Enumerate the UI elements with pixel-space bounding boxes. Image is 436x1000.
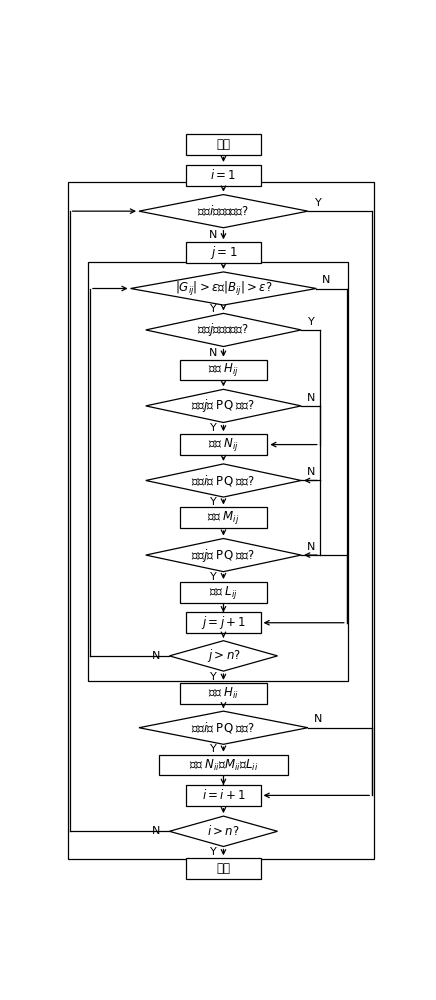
Bar xyxy=(68,182,374,859)
Text: N: N xyxy=(152,826,160,836)
Text: 结束: 结束 xyxy=(216,862,231,875)
Polygon shape xyxy=(169,641,278,671)
Text: 节点$j$是 PQ 节点?: 节点$j$是 PQ 节点? xyxy=(191,397,255,414)
FancyBboxPatch shape xyxy=(186,165,261,186)
Text: Y: Y xyxy=(210,572,217,582)
Text: Y: Y xyxy=(210,744,217,754)
Text: 节点$i$是平衡节点?: 节点$i$是平衡节点? xyxy=(198,204,249,218)
FancyBboxPatch shape xyxy=(186,242,261,263)
Text: N: N xyxy=(209,348,218,358)
FancyBboxPatch shape xyxy=(186,785,261,806)
Text: N: N xyxy=(307,542,316,552)
Text: Y: Y xyxy=(315,198,321,208)
Text: $j=1$: $j=1$ xyxy=(210,244,237,261)
FancyBboxPatch shape xyxy=(159,755,288,775)
Text: $j=j+1$: $j=j+1$ xyxy=(201,614,246,631)
Text: 计算 $N_{ij}$: 计算 $N_{ij}$ xyxy=(208,436,239,453)
FancyBboxPatch shape xyxy=(186,858,261,879)
Polygon shape xyxy=(139,195,308,228)
Text: $|G_{ij}|>\varepsilon$或$|B_{ij}|>\varepsilon$?: $|G_{ij}|>\varepsilon$或$|B_{ij}|>\vareps… xyxy=(175,280,272,298)
Text: N: N xyxy=(307,467,316,477)
Text: Y: Y xyxy=(210,672,217,682)
Bar xyxy=(88,262,348,681)
Text: N: N xyxy=(314,714,322,724)
Polygon shape xyxy=(146,389,301,422)
Polygon shape xyxy=(146,464,301,497)
Text: Y: Y xyxy=(210,497,217,507)
Text: $i>n$?: $i>n$? xyxy=(207,824,240,838)
Text: Y: Y xyxy=(210,847,217,857)
FancyBboxPatch shape xyxy=(180,434,267,455)
Text: Y: Y xyxy=(210,423,217,433)
Polygon shape xyxy=(130,272,317,305)
FancyBboxPatch shape xyxy=(180,582,267,603)
Text: $j>n$?: $j>n$? xyxy=(207,647,240,664)
Text: 计算 $L_{ij}$: 计算 $L_{ij}$ xyxy=(209,584,238,601)
Text: 节点$j$是平衡节点?: 节点$j$是平衡节点? xyxy=(198,321,249,338)
Text: N: N xyxy=(209,230,218,240)
Polygon shape xyxy=(139,711,308,744)
Text: Y: Y xyxy=(308,317,315,327)
FancyBboxPatch shape xyxy=(180,360,267,380)
Text: 修正 $N_{ii}$、$M_{ii}$、$L_{ii}$: 修正 $N_{ii}$、$M_{ii}$、$L_{ii}$ xyxy=(189,757,258,773)
Text: 修正 $H_{ii}$: 修正 $H_{ii}$ xyxy=(208,686,239,701)
Polygon shape xyxy=(146,538,301,572)
FancyBboxPatch shape xyxy=(180,683,267,704)
Text: $i=i+1$: $i=i+1$ xyxy=(201,788,245,802)
Text: Y: Y xyxy=(210,304,217,314)
Polygon shape xyxy=(146,313,301,347)
Text: 开始: 开始 xyxy=(216,138,231,151)
Text: 节点$i$是 PQ 节点?: 节点$i$是 PQ 节点? xyxy=(191,720,255,735)
Polygon shape xyxy=(169,816,278,846)
Text: 计算 $H_{ij}$: 计算 $H_{ij}$ xyxy=(208,361,239,378)
Text: $i=1$: $i=1$ xyxy=(211,168,236,182)
Text: N: N xyxy=(307,393,316,403)
FancyBboxPatch shape xyxy=(186,612,261,633)
FancyBboxPatch shape xyxy=(180,507,267,528)
FancyBboxPatch shape xyxy=(186,134,261,155)
Text: N: N xyxy=(152,651,160,661)
Text: 节点$i$是 PQ 节点?: 节点$i$是 PQ 节点? xyxy=(191,473,255,488)
Text: N: N xyxy=(322,275,330,285)
Text: 节点$j$是 PQ 节点?: 节点$j$是 PQ 节点? xyxy=(191,547,255,564)
Text: 计算 $M_{ij}$: 计算 $M_{ij}$ xyxy=(207,509,240,526)
